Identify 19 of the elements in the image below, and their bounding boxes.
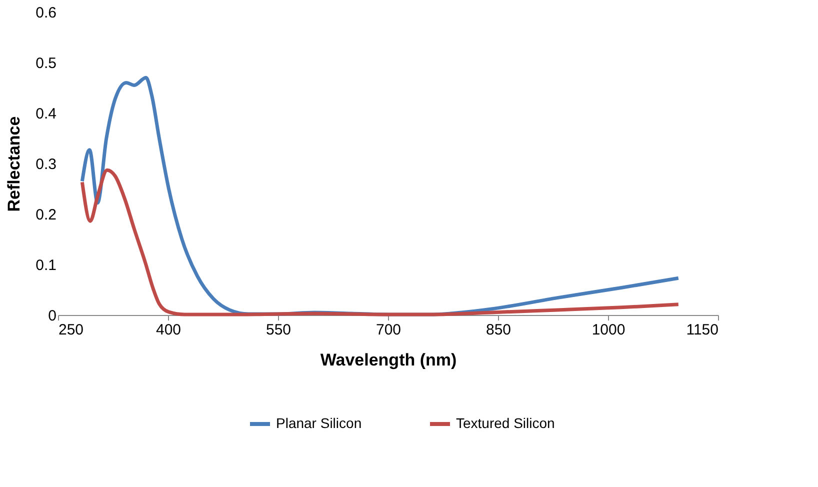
- x-tick-label: 550: [266, 322, 292, 338]
- x-tick-label: 400: [156, 322, 182, 338]
- y-tick-label: 0.3: [36, 156, 56, 173]
- x-tick-label: 1150: [686, 322, 718, 338]
- x-tick-label: 250: [58, 322, 84, 338]
- y-tick-label: 0.4: [36, 106, 56, 122]
- x-tick-label: 1000: [592, 322, 626, 338]
- y-tick-label: 0.2: [36, 206, 56, 224]
- x-axis-title: Wavelength (nm): [320, 350, 457, 370]
- y-axis-title: Reflectance: [4, 116, 24, 212]
- y-tick-label: 0.5: [36, 55, 56, 72]
- x-tick-label: 700: [376, 322, 402, 338]
- y-tick-label: 0.6: [36, 4, 56, 22]
- legend-label: Planar Silicon: [276, 415, 362, 431]
- legend-label: Textured Silicon: [456, 415, 555, 431]
- y-tick-label: 0: [48, 308, 56, 324]
- y-tick-label: 0.1: [36, 257, 56, 274]
- line-series: [80, 168, 680, 316]
- x-tick-label: 850: [486, 322, 512, 338]
